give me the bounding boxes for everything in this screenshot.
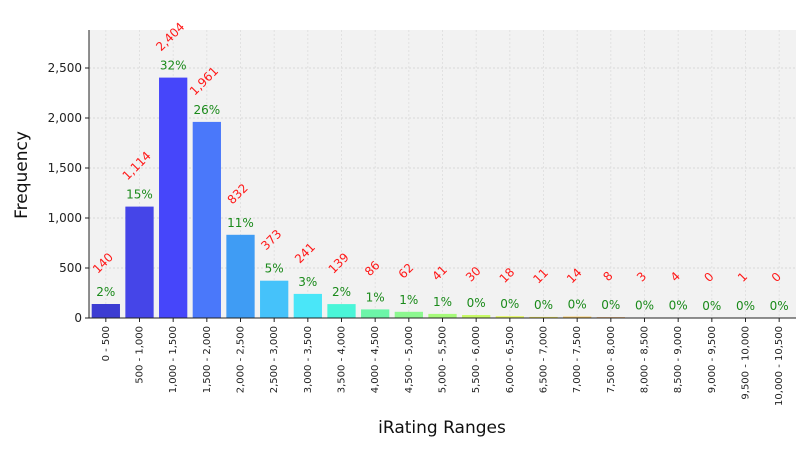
x-tick-label: 0 - 500 (101, 326, 112, 361)
bar (226, 234, 255, 318)
percent-label: 2% (96, 285, 115, 299)
x-tick-label: 7,000 - 7,500 (572, 326, 583, 393)
bar (428, 313, 457, 318)
y-tick-label: 1,500 (48, 161, 82, 175)
percent-label: 0% (601, 298, 620, 312)
bar (91, 304, 120, 318)
y-tick-label: 2,500 (48, 61, 82, 75)
bar (361, 309, 390, 318)
y-tick-label: 2,000 (48, 111, 82, 125)
x-tick-label: 4,000 - 4,500 (370, 326, 381, 393)
percent-label: 5% (265, 262, 284, 276)
percent-label: 0% (669, 299, 688, 313)
percent-label: 3% (298, 275, 317, 289)
bar (327, 304, 356, 318)
x-tick-label: 6,000 - 6,500 (505, 326, 516, 393)
percent-label: 0% (467, 296, 486, 310)
x-tick-label: 5,000 - 5,500 (438, 326, 449, 393)
bar (293, 293, 322, 318)
x-axis-title: iRating Ranges (378, 418, 506, 438)
y-tick-label: 500 (59, 261, 82, 275)
x-tick-label: 6,500 - 7,000 (539, 326, 550, 393)
x-tick-label: 500 - 1,000 (135, 326, 146, 384)
x-tick-label: 2,500 - 3,000 (269, 326, 280, 393)
x-tick-label: 5,500 - 6,000 (471, 326, 482, 393)
percent-label: 0% (534, 298, 553, 312)
x-tick-label: 4,500 - 5,000 (404, 326, 415, 393)
bar (125, 206, 154, 318)
bar (260, 280, 289, 318)
y-tick-label: 0 (74, 311, 82, 325)
x-tick-label: 1,500 - 2,000 (202, 326, 213, 393)
percent-label: 0% (736, 299, 755, 313)
percent-label: 0% (770, 299, 789, 313)
percent-label: 0% (635, 299, 654, 313)
x-tick-label: 8,500 - 9,000 (673, 326, 684, 393)
percent-label: 1% (433, 295, 452, 309)
x-ticks: 0 - 500 500 - 1,000 1,000 - 1,500 1,500 - 2… (101, 318, 785, 406)
percent-label: 32% (160, 59, 187, 73)
percent-label: 0% (568, 298, 587, 312)
percent-label: 1% (366, 290, 385, 304)
bar (462, 315, 491, 318)
bar (192, 121, 221, 319)
bar (159, 77, 188, 318)
percent-label: 26% (193, 103, 220, 117)
x-tick-label: 9,500 - 10,000 (741, 326, 752, 400)
percent-labels: 2% 15% 32% 26% 11% 5% 3% 2% 1% 1% 1% 0% 0% 0% 0% 0% 0% 0%… (96, 59, 788, 313)
x-tick-label: 2,000 - 2,500 (236, 326, 247, 393)
percent-label: 1% (399, 293, 418, 307)
y-ticks: 0 500 1,000 1,500 2,000 2,500 (48, 61, 89, 325)
x-tick-label: 8,000 - 8,500 (640, 326, 651, 393)
x-tick-label: 10,000 - 10,500 (774, 326, 785, 406)
x-tick-label: 3,500 - 4,000 (337, 326, 348, 393)
bars (91, 77, 760, 319)
percent-label: 2% (332, 285, 351, 299)
bar (563, 316, 592, 318)
x-tick-label: 7,500 - 8,000 (606, 326, 617, 393)
percent-label: 0% (702, 299, 721, 313)
y-axis-title: Frequency (12, 131, 32, 219)
percent-label: 11% (227, 216, 254, 230)
y-tick-label: 1,000 (48, 211, 82, 225)
x-tick-label: 3,000 - 3,500 (303, 326, 314, 393)
percent-label: 0% (500, 297, 519, 311)
bar (394, 311, 423, 318)
x-tick-label: 1,000 - 1,500 (168, 326, 179, 393)
bar (529, 316, 558, 318)
x-tick-label: 9,000 - 9,500 (707, 326, 718, 393)
percent-label: 15% (126, 188, 153, 202)
bar (495, 316, 524, 318)
